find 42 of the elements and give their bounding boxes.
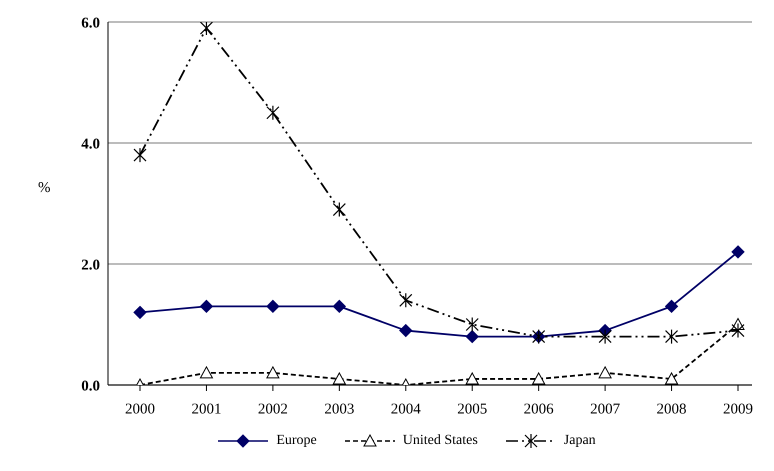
point: [466, 372, 479, 384]
point: [665, 372, 678, 384]
point: [466, 330, 479, 344]
point: [266, 366, 280, 378]
x-tick-label: 2000: [125, 402, 155, 418]
point: [134, 306, 146, 319]
legend-label: United States: [402, 433, 478, 449]
x-tick-label: 2004: [390, 402, 422, 418]
point: [665, 300, 678, 313]
y-tick-label: 6.0: [81, 15, 100, 32]
point: [133, 148, 147, 163]
point: [598, 329, 612, 344]
point: [532, 372, 546, 384]
x-tick-label: 2005: [457, 402, 488, 418]
x-tick-label: 2009: [723, 402, 753, 418]
x-tick-label: 2007: [590, 402, 621, 418]
point: [200, 300, 213, 313]
x-tick-label: 2002: [258, 402, 288, 418]
point: [332, 202, 346, 218]
x-tick-label: 2001: [191, 402, 222, 418]
y-tick-label: 0.0: [81, 378, 100, 394]
point: [731, 322, 745, 338]
legend-label: Japan: [564, 433, 596, 449]
point: [266, 105, 280, 120]
point: [332, 300, 346, 313]
legend-label: Europe: [276, 433, 317, 449]
y-tick-label: 2.0: [81, 257, 100, 274]
x-tick-label: 2006: [524, 402, 554, 418]
point: [466, 316, 479, 332]
point: [399, 292, 412, 308]
point: [598, 366, 612, 378]
point: [732, 245, 744, 258]
point: [200, 366, 213, 378]
x-tick-label: 2003: [324, 402, 354, 418]
point: [664, 329, 678, 344]
point: [332, 372, 346, 384]
point: [399, 324, 412, 338]
x-tick-label: 2008: [656, 402, 687, 418]
point: [200, 22, 214, 36]
point: [266, 300, 280, 313]
y-tick-label: 4.0: [81, 136, 100, 152]
y-axis-title: %: [38, 180, 50, 197]
